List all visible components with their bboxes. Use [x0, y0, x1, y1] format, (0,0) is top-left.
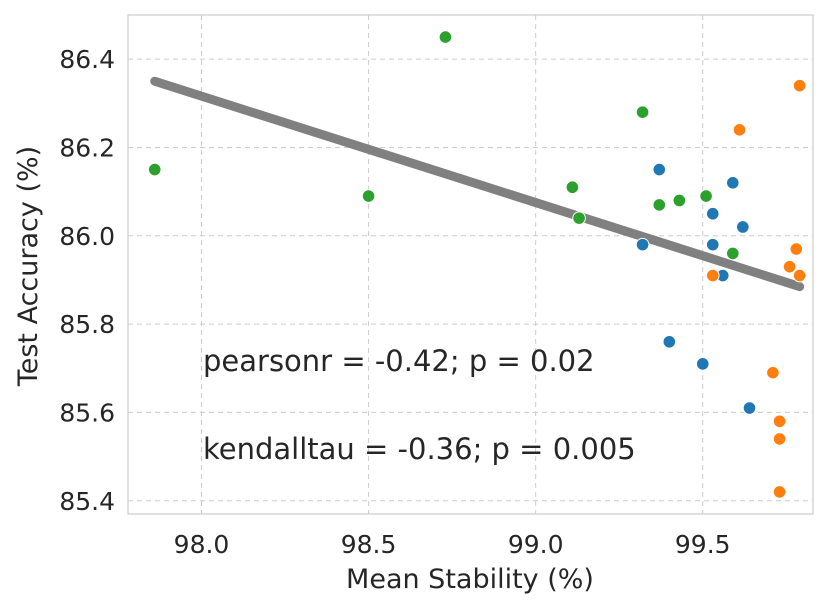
x-tick-label: 99.5	[675, 530, 731, 559]
pearson-annotation: pearsonr = -0.42; p = 0.02	[203, 344, 595, 378]
data-point-green	[652, 198, 667, 212]
y-tick-label: 86.0	[59, 222, 115, 251]
data-point-orange	[772, 432, 787, 446]
x-tick-labels: 98.0 98.5 99.0 99.5	[174, 530, 731, 559]
data-point-green	[361, 189, 376, 203]
data-point-orange	[772, 414, 787, 429]
plot-frame	[127, 14, 814, 515]
data-point-blue	[705, 237, 720, 252]
data-point-green	[726, 246, 740, 261]
data-point-blue	[726, 176, 740, 190]
data-point-blue	[742, 401, 757, 415]
data-point-green	[565, 180, 580, 195]
x-tick-label: 98.0	[174, 530, 230, 559]
y-tick-label: 85.8	[59, 310, 115, 339]
data-point-blue	[705, 206, 720, 221]
data-point-blue	[652, 162, 667, 177]
data-point-orange	[782, 259, 797, 274]
data-point-orange	[792, 268, 807, 283]
kendall-annotation: kendalltau = -0.36; p = 0.005	[203, 432, 636, 466]
y-axis-label: Test Accuracy (%)	[13, 146, 44, 387]
data-point-orange	[766, 365, 780, 380]
regression-line	[150, 76, 805, 292]
data-point-green	[438, 30, 453, 44]
data-point-orange	[789, 242, 804, 256]
data-point-green	[672, 193, 687, 208]
data-point-blue	[695, 357, 710, 371]
regression-layer	[150, 76, 805, 292]
data-point-orange	[705, 268, 720, 283]
x-axis-label: Mean Stability (%)	[346, 564, 594, 595]
data-point-blue	[662, 334, 677, 349]
y-tick-label: 86.4	[59, 45, 115, 74]
data-point-green	[635, 105, 650, 119]
y-tick-label: 85.4	[59, 487, 115, 516]
y-tick-label: 86.2	[59, 133, 115, 162]
x-tick-label: 98.5	[341, 530, 397, 559]
data-point-orange	[772, 485, 787, 499]
points-layer	[147, 30, 807, 499]
data-point-green	[699, 189, 713, 203]
data-point-blue	[736, 220, 750, 234]
data-point-green	[572, 211, 586, 225]
y-tick-labels: 85.4 85.6 85.8 86.0 86.2 86.4	[59, 45, 115, 516]
x-tick-label: 99.0	[508, 530, 564, 559]
data-point-green	[147, 162, 162, 177]
grid	[128, 15, 813, 514]
y-tick-label: 85.6	[59, 398, 115, 427]
data-point-orange	[792, 78, 807, 93]
data-point-orange	[732, 123, 747, 137]
data-point-blue	[635, 237, 650, 252]
